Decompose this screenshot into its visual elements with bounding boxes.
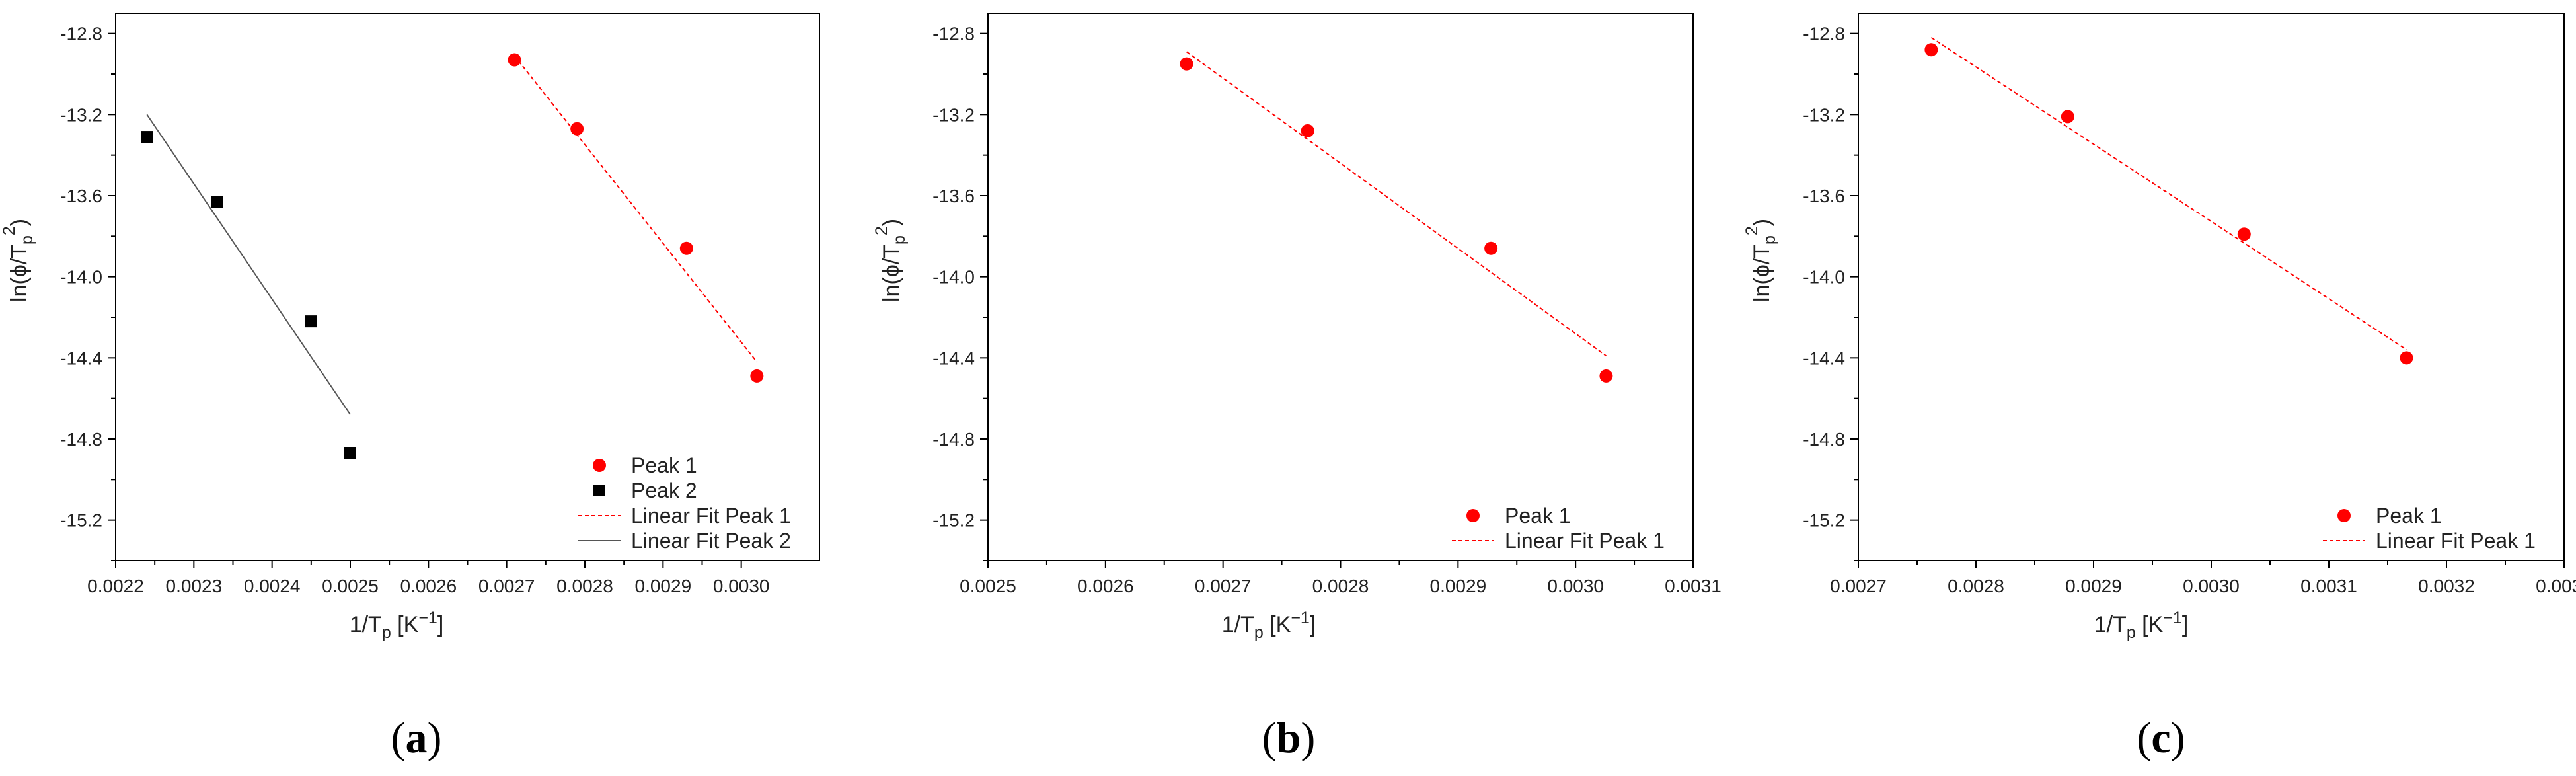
x-tick-label: 0.0030 [2183, 576, 2240, 596]
x-tick-label: 0.0029 [635, 576, 692, 596]
legend-label: Linear Fit Peak 1 [1505, 529, 1665, 553]
x-tick-label: 0.0028 [1948, 576, 2004, 596]
fit-line [1930, 36, 2407, 350]
y-tick-label: -15.2 [932, 510, 975, 531]
y-tick-label: -12.8 [1803, 24, 1845, 44]
x-tick-label: 0.0028 [556, 576, 613, 596]
y-tick-label: -14.4 [60, 348, 102, 368]
legend-marker [593, 485, 605, 496]
legend-marker [1466, 509, 1480, 522]
x-tick-label: 0.0029 [1430, 576, 1487, 596]
legend-label: Peak 1 [631, 453, 697, 477]
y-tick-label: -13.6 [932, 186, 975, 206]
data-point [2061, 110, 2074, 124]
data-point [344, 447, 356, 459]
y-tick-label: -13.2 [932, 104, 975, 125]
legend-marker [2337, 509, 2351, 522]
plot-frame [1858, 13, 2565, 561]
legend-label: Peak 1 [2376, 504, 2442, 527]
x-tick-label: 0.0022 [87, 576, 144, 596]
x-tick-label: 0.0027 [1195, 576, 1252, 596]
fit-line [513, 55, 758, 363]
plot-frame [115, 13, 820, 561]
data-point [2237, 227, 2251, 241]
y-axis-label: ln(ϕ/Tp2) [0, 219, 36, 302]
x-tick-label: 0.0030 [1547, 576, 1604, 596]
x-tick-label: 0.0027 [1830, 576, 1887, 596]
y-tick-label: -14.4 [932, 348, 975, 368]
x-tick-label: 0.0025 [960, 576, 1016, 596]
y-tick-label: -15.2 [60, 510, 102, 531]
x-axis-label: 1/Tp [K−1] [2094, 609, 2189, 642]
data-point [305, 315, 317, 328]
plot-frame [987, 13, 1694, 561]
y-tick-label: -14.8 [1803, 429, 1845, 449]
legend-label: Peak 2 [631, 479, 697, 502]
x-tick-label: 0.0033 [2536, 576, 2576, 596]
data-point [1924, 43, 1938, 57]
x-tick-label: 0.0032 [2418, 576, 2475, 596]
y-tick-label: -13.2 [1803, 104, 1845, 125]
chart-panel-c: 0.0027 0.0028 0.0029 0.0030 0.0031 0.0032 0.00… [1743, 13, 2576, 762]
x-axis-label: 1/Tp [K−1] [1222, 609, 1316, 642]
data-point [750, 369, 764, 383]
x-tick-label: 0.0031 [2300, 576, 2357, 596]
x-tick-label: 0.0031 [1665, 576, 1722, 596]
legend-marker [593, 459, 606, 472]
y-tick-label: -13.6 [60, 186, 102, 206]
chart-panel-a: 0.0022 0.0023 0.0024 0.0025 0.0026 0.0027 0.00… [0, 13, 820, 762]
fit-line [146, 114, 351, 415]
data-point [211, 196, 223, 208]
y-tick-label: -12.8 [60, 24, 102, 44]
x-tick-label: 0.0030 [713, 576, 770, 596]
x-tick-label: 0.0024 [244, 576, 301, 596]
x-tick-label: 0.0023 [166, 576, 223, 596]
chart-panel-b: 0.0025 0.0026 0.0027 0.0028 0.0029 0.0030 0.00… [872, 13, 1722, 762]
y-tick-label: -14.8 [60, 429, 102, 449]
data-point [2400, 351, 2413, 365]
data-point [1180, 57, 1193, 71]
data-point [1599, 369, 1613, 383]
panel-label: (b) [1262, 714, 1316, 762]
x-axis-label: 1/Tp [K−1] [350, 609, 444, 642]
legend-label: Linear Fit Peak 2 [631, 529, 791, 553]
data-point [570, 122, 584, 136]
y-tick-label: -13.6 [1803, 186, 1845, 206]
data-point [508, 53, 521, 67]
y-tick-label: -13.2 [60, 104, 102, 125]
data-point [1484, 241, 1498, 255]
y-tick-label: -14.0 [60, 267, 102, 288]
data-point [141, 131, 153, 143]
x-tick-label: 0.0026 [400, 576, 457, 596]
x-tick-label: 0.0028 [1312, 576, 1369, 596]
legend-label: Linear Fit Peak 1 [631, 504, 791, 527]
y-tick-label: -14.0 [932, 267, 975, 288]
y-tick-label: -15.2 [1803, 510, 1845, 531]
y-tick-label: -14.4 [1803, 348, 1845, 368]
x-tick-label: 0.0027 [478, 576, 535, 596]
y-axis-label: ln(ϕ/Tp2) [1743, 219, 1779, 302]
panel-label: (c) [2137, 714, 2185, 762]
x-tick-label: 0.0025 [322, 576, 379, 596]
fit-line [1186, 51, 1607, 357]
data-point [1301, 124, 1314, 137]
legend-label: Peak 1 [1505, 504, 1571, 527]
y-tick-label: -14.0 [1803, 267, 1845, 288]
y-tick-label: -12.8 [932, 24, 975, 44]
y-tick-label: -14.8 [932, 429, 975, 449]
x-tick-label: 0.0026 [1077, 576, 1134, 596]
y-axis-label: ln(ϕ/Tp2) [872, 219, 909, 302]
x-tick-label: 0.0029 [2065, 576, 2122, 596]
data-point [679, 241, 693, 255]
panel-label: (a) [391, 714, 442, 762]
legend-label: Linear Fit Peak 1 [2376, 529, 2536, 553]
